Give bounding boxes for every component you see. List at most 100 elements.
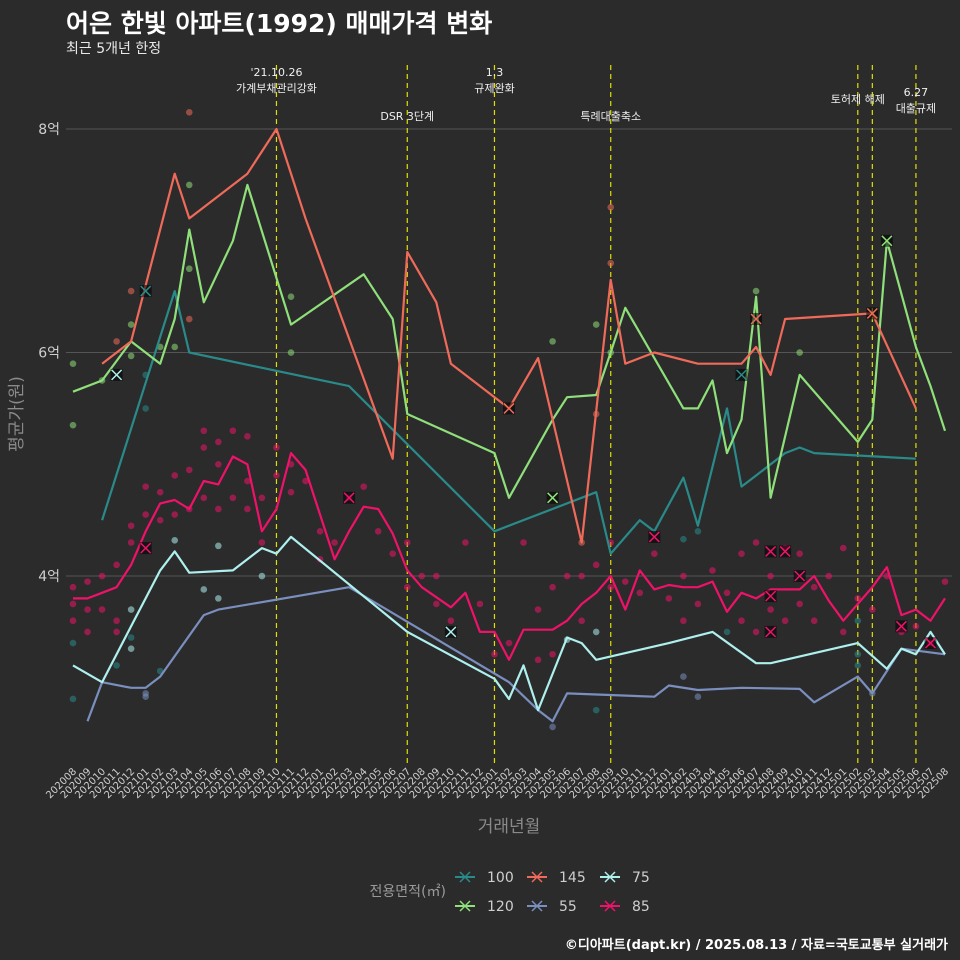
scatter-point-85 <box>229 427 237 435</box>
event-label-line: '21.10.26 <box>250 66 302 79</box>
scatter-point-85 <box>694 600 702 608</box>
legend-item-55: 55 <box>527 899 577 915</box>
scatter-point-85 <box>171 511 179 518</box>
cross-marker-85 <box>794 570 806 582</box>
cross-marker-85 <box>648 531 660 543</box>
series-line-75 <box>72 535 946 712</box>
y-axis-label: 평균가(원) <box>7 376 27 452</box>
legend-swatch-cross <box>459 900 471 912</box>
scatter-point-85 <box>273 444 280 451</box>
scatter-point-85 <box>171 472 179 479</box>
scatter-point-120 <box>592 321 600 328</box>
scatter-point-75 <box>215 595 222 602</box>
cross-marker-85 <box>924 637 936 649</box>
scatter-point-75 <box>215 542 222 550</box>
legend-swatch-cross <box>459 871 471 883</box>
legend-label: 55 <box>559 899 577 915</box>
scatter-point-85 <box>839 628 847 636</box>
scatter-point-85 <box>534 606 542 613</box>
scatter-point-85 <box>302 477 309 485</box>
cross-marker-100 <box>736 369 748 381</box>
scatter-point-75 <box>171 536 179 544</box>
chart-title: 어은 한빛 아파트(1992) 매매가격 변화 <box>66 9 493 38</box>
event-label-line: DSR 3단계 <box>380 110 434 123</box>
cross-markers <box>110 234 937 650</box>
x-axis-label: 거래년월 <box>478 817 541 837</box>
legend-title: 전용면적(㎡) <box>370 884 446 900</box>
cross-marker-75 <box>445 626 457 638</box>
scatter-point-85 <box>185 466 193 474</box>
series-line-55 <box>86 586 946 723</box>
scatter-point-75 <box>127 606 135 613</box>
scatter-point-85 <box>912 623 920 630</box>
scatter-point-120 <box>752 287 760 295</box>
scatter-point-100 <box>142 405 149 412</box>
scatter-point-85 <box>563 572 571 580</box>
event-label: 1.3 규제완화 <box>474 66 514 95</box>
event-label: 특례대출축소 <box>580 110 641 123</box>
legend-item-120: 120 <box>455 899 514 915</box>
scatter-point-100 <box>69 695 77 703</box>
scatter-point-75 <box>127 645 135 652</box>
scatter-point-85 <box>767 572 774 580</box>
scatter-point-85 <box>825 572 833 580</box>
event-label: '21.10.26 가계부채관리강화 <box>236 66 317 95</box>
scatter-point-85 <box>796 600 803 608</box>
scatter-point-85 <box>505 639 513 647</box>
legend-item-145: 145 <box>527 870 586 886</box>
scatter-point-85 <box>491 650 498 658</box>
scatter-point-85 <box>476 600 484 608</box>
scatter-point-85 <box>651 550 658 557</box>
scatter-point-120 <box>185 181 193 189</box>
cross-marker-120 <box>547 492 559 504</box>
axes: 4억6억8억평균가(원)2020082020092020102020112020… <box>7 122 951 837</box>
scatter-point-85 <box>810 617 818 625</box>
cross-marker-145 <box>503 402 515 414</box>
event-label: 6.27 대출규제 <box>896 86 936 115</box>
scatter-point-120 <box>185 265 193 273</box>
chart-subtitle: 최근 5개년 한정 <box>66 41 162 57</box>
series-lines <box>72 127 947 723</box>
scatter-point-85 <box>244 477 251 485</box>
scatter-point-85 <box>723 589 731 597</box>
scatter-point-85 <box>578 617 585 625</box>
legend-label: 145 <box>559 870 586 886</box>
scatter-point-120 <box>127 321 135 328</box>
scatter-point-100 <box>69 639 77 647</box>
scatter-point-55 <box>549 723 556 731</box>
y-tick-label: 8억 <box>38 122 60 138</box>
scatter-point-85 <box>200 494 208 502</box>
scatter-point-85 <box>447 617 455 625</box>
scatter-point-85 <box>592 561 600 569</box>
scatter-point-100 <box>113 662 120 669</box>
scatter-point-100 <box>127 634 135 641</box>
legend-item-100: 100 <box>455 870 514 886</box>
scatter-point-120 <box>287 349 295 356</box>
legend-label: 120 <box>487 899 514 915</box>
scatter-point-85 <box>84 628 91 636</box>
scatter-point-85 <box>767 606 774 613</box>
scatter-point-145 <box>607 259 615 267</box>
scatter-point-85 <box>549 583 556 591</box>
scatter-point-85 <box>229 494 237 502</box>
scatter-point-85 <box>621 578 629 585</box>
scatter-point-120 <box>171 343 179 351</box>
legend-swatch-cross <box>531 900 543 912</box>
legend-label: 85 <box>632 899 650 915</box>
scatter-point-85 <box>84 606 91 613</box>
scatter-point-85 <box>854 595 862 602</box>
scatter-point-85 <box>113 628 120 636</box>
event-label: DSR 3단계 <box>380 110 434 123</box>
scatter-point-75 <box>258 572 266 580</box>
cross-marker-85 <box>779 545 791 557</box>
cross-marker-100 <box>140 285 152 297</box>
grid-layer <box>66 128 952 577</box>
cross-marker-85 <box>140 542 152 554</box>
scatter-point-85 <box>142 483 149 490</box>
scatter-point-75 <box>200 586 208 593</box>
legend-swatch-cross <box>604 871 616 883</box>
scatter-point-120 <box>127 352 135 360</box>
legend-swatch-cross <box>604 900 616 912</box>
